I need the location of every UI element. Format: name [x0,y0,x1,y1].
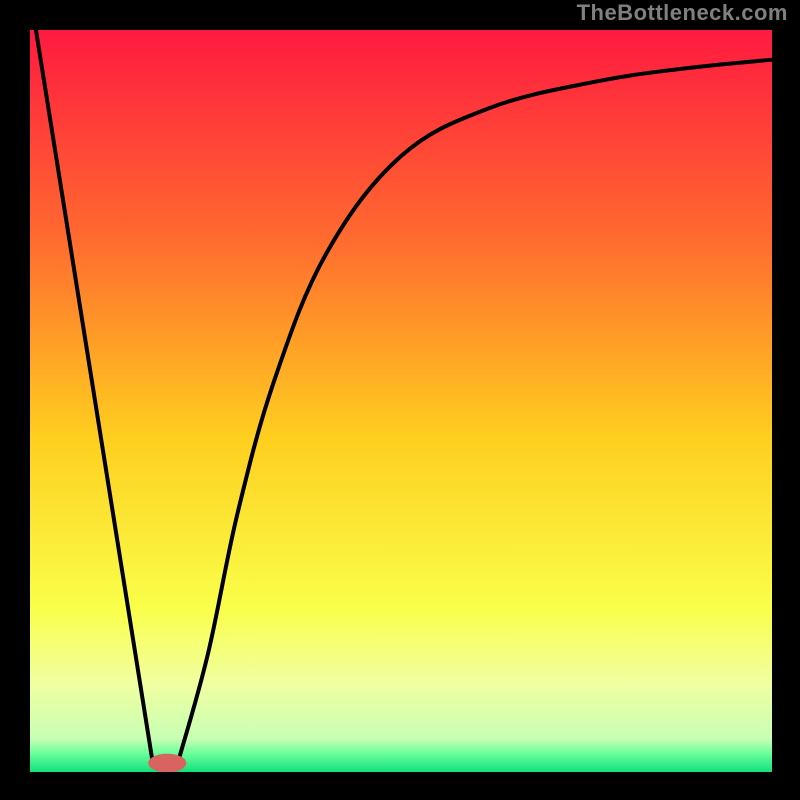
watermark-text: TheBottleneck.com [577,0,788,26]
plot-background [30,30,772,772]
bottleneck-chart [0,0,800,800]
minimum-marker [149,754,186,772]
chart-container: TheBottleneck.com [0,0,800,800]
